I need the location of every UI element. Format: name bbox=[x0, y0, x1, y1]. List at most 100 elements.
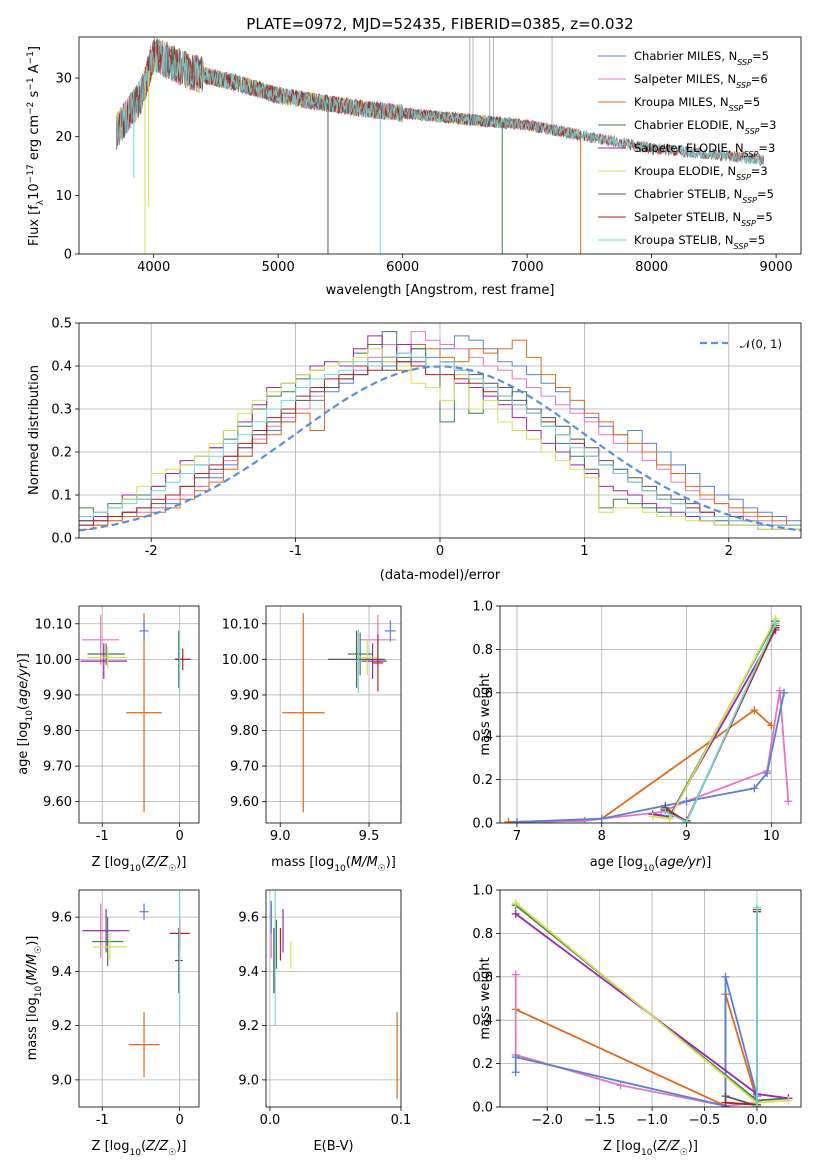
weight_vs_age-ytick-label: 0.4 bbox=[472, 730, 493, 745]
weight-marker bbox=[504, 817, 513, 823]
error-point bbox=[92, 933, 127, 961]
mass_vs_z-plot-area bbox=[79, 890, 199, 1107]
weight_vs_age-ytick-label: 0.6 bbox=[472, 686, 493, 701]
residuals-xtick-label: 0 bbox=[436, 544, 444, 559]
error-point bbox=[358, 643, 387, 679]
age_vs_z-ytick-label: 10.00 bbox=[35, 653, 72, 668]
weight-marker bbox=[771, 619, 780, 628]
residuals-xtick-label: 1 bbox=[580, 544, 588, 559]
mass_vs_z-axes: -1 0 9.0 9.2 9.4 9.6 Z [log10(Z/Z☉)] mass [log1… bbox=[25, 889, 200, 1158]
age_vs_mass-ytick-label: 9.90 bbox=[230, 688, 259, 703]
legend-label: Kroupa MILES, NSSP=5 bbox=[634, 95, 760, 113]
histogram-step bbox=[79, 352, 801, 526]
weight_vs_age-xtick-label: 10 bbox=[763, 829, 780, 844]
mass_vs_ebv-frame bbox=[265, 889, 402, 1108]
weight_vs_age-xtick-label: 7 bbox=[513, 829, 521, 844]
age_vs_mass-plot-area bbox=[266, 606, 401, 823]
age_vs_mass-xlabel: mass [log10(M/M☉)] bbox=[271, 855, 396, 874]
error-point bbox=[178, 630, 182, 695]
age_vs_z-ylabel: age [log10(age/yr)] bbox=[16, 653, 35, 775]
legend-label: Kroupa STELIB, NSSP=5 bbox=[634, 233, 765, 251]
age_vs_z-ytick-label: 9.70 bbox=[43, 760, 72, 775]
error-point bbox=[356, 639, 378, 676]
error-point bbox=[347, 632, 373, 676]
error-point bbox=[126, 613, 162, 813]
legend-label: 𝒩(0, 1) bbox=[740, 337, 782, 351]
weight-marker bbox=[750, 784, 759, 793]
weight_vs_z-xtick-label: 0.0 bbox=[747, 1113, 768, 1128]
age_vs_z-plot-area bbox=[79, 606, 199, 823]
mass_vs_ebv-xtick-label: 0.1 bbox=[391, 1113, 412, 1128]
weight-marker bbox=[784, 797, 793, 806]
weight_vs_z-plot-area bbox=[500, 890, 801, 1107]
residuals-xtick-label: -2 bbox=[145, 544, 158, 559]
weight-marker bbox=[763, 769, 772, 778]
age_vs_z-xlabel: Z [log10(Z/Z☉)] bbox=[92, 855, 187, 874]
spectrum-xtick-label: 8000 bbox=[635, 260, 668, 275]
residuals-frame bbox=[78, 322, 802, 539]
weight_vs_z-xtick-label: −1.5 bbox=[584, 1113, 616, 1128]
figure-title: PLATE=0972, MJD=52435, FIBERID=0385, z=0… bbox=[246, 15, 633, 33]
weight_vs_age-xlabel: age [log10(age/yr)] bbox=[590, 855, 712, 874]
residuals-ytick-label: 0.5 bbox=[51, 317, 72, 332]
age_vs_z-xtick-label: 0 bbox=[176, 829, 184, 844]
spectrum-frame bbox=[78, 36, 802, 255]
error-point bbox=[82, 908, 130, 953]
error-point bbox=[175, 927, 183, 994]
mass_vs_z-xlabel: Z [log10(Z/Z☉)] bbox=[92, 1139, 187, 1158]
weight-marker bbox=[665, 814, 674, 823]
spectrum-xlabel: wavelength [Angstrom, rest frame] bbox=[326, 283, 555, 298]
residuals-xlabel: (data-model)/error bbox=[380, 568, 501, 583]
mass_vs_z-ytick-label: 9.6 bbox=[51, 911, 72, 926]
weight-marker bbox=[511, 970, 520, 979]
spectrum-xtick-label: 4000 bbox=[137, 260, 170, 275]
weight_vs_z-xtick-label: −0.5 bbox=[689, 1113, 721, 1128]
histogram-step bbox=[79, 348, 801, 530]
normal-curve bbox=[79, 365, 801, 532]
age_vs_mass-xtick-label: 9.5 bbox=[359, 829, 380, 844]
error-point bbox=[175, 648, 191, 671]
weight-marker bbox=[512, 817, 521, 823]
weight-marker bbox=[752, 903, 761, 912]
legend-label: Chabrier STELIB, NSSP=5 bbox=[634, 187, 774, 205]
weight_vs_z-ylabel: mass weight bbox=[478, 957, 493, 1039]
error-point bbox=[281, 613, 325, 813]
weight_vs_z-ytick-label: 0.0 bbox=[472, 1101, 493, 1116]
weight_vs_age-xtick-label: 8 bbox=[598, 829, 606, 844]
weight_vs_z-ytick-label: 0.6 bbox=[472, 970, 493, 985]
spectrum-ylabel: Flux [fλ10−17 erg cm−2 s−1 A−1] bbox=[26, 46, 46, 246]
age_vs_z-ytick-label: 10.10 bbox=[35, 617, 72, 632]
error-point bbox=[82, 614, 120, 665]
weight_vs_z-xlabel: Z [log10(Z/Z☉)] bbox=[603, 1139, 698, 1158]
error-point bbox=[92, 917, 124, 966]
histogram-step bbox=[79, 339, 801, 530]
weight_vs_z-ytick-label: 0.4 bbox=[472, 1014, 493, 1029]
weight-marker bbox=[580, 816, 589, 823]
weight_vs_z-ytick-label: 1.0 bbox=[472, 884, 493, 899]
residuals-ytick-label: 0.3 bbox=[51, 403, 72, 418]
spectrum-ytick-label: 30 bbox=[55, 72, 72, 87]
age_vs_mass-ytick-label: 9.70 bbox=[230, 760, 259, 775]
weight_vs_age-frame bbox=[499, 605, 802, 824]
spectrum-ytick-label: 20 bbox=[55, 130, 72, 145]
age_vs_mass-ytick-label: 9.80 bbox=[230, 724, 259, 739]
spectrum-xtick-label: 5000 bbox=[262, 260, 295, 275]
weight_vs_z-ytick-label: 0.2 bbox=[472, 1057, 493, 1072]
error-point bbox=[87, 646, 128, 669]
weight-marker bbox=[511, 899, 520, 908]
legend-label: Kroupa ELODIE, NSSP=3 bbox=[634, 164, 768, 182]
weight_vs_z-xtick-label: −1.0 bbox=[636, 1113, 668, 1128]
mass_vs_z-ytick-label: 9.0 bbox=[51, 1073, 72, 1088]
error-point bbox=[328, 630, 386, 688]
mass_vs_z-xtick-label: -1 bbox=[96, 1113, 109, 1128]
weight_vs_age-plot-area bbox=[500, 606, 801, 823]
weight-marker bbox=[682, 817, 691, 823]
weight-marker bbox=[511, 1068, 520, 1077]
mass_vs_ebv-ytick-label: 9.0 bbox=[238, 1073, 259, 1088]
weight-marker bbox=[780, 688, 789, 697]
legend-label: Salpeter STELIB, NSSP=5 bbox=[634, 210, 773, 228]
weight-marker bbox=[750, 706, 759, 715]
weight_vs_z-frame bbox=[499, 889, 802, 1108]
weight-marker bbox=[682, 797, 691, 806]
